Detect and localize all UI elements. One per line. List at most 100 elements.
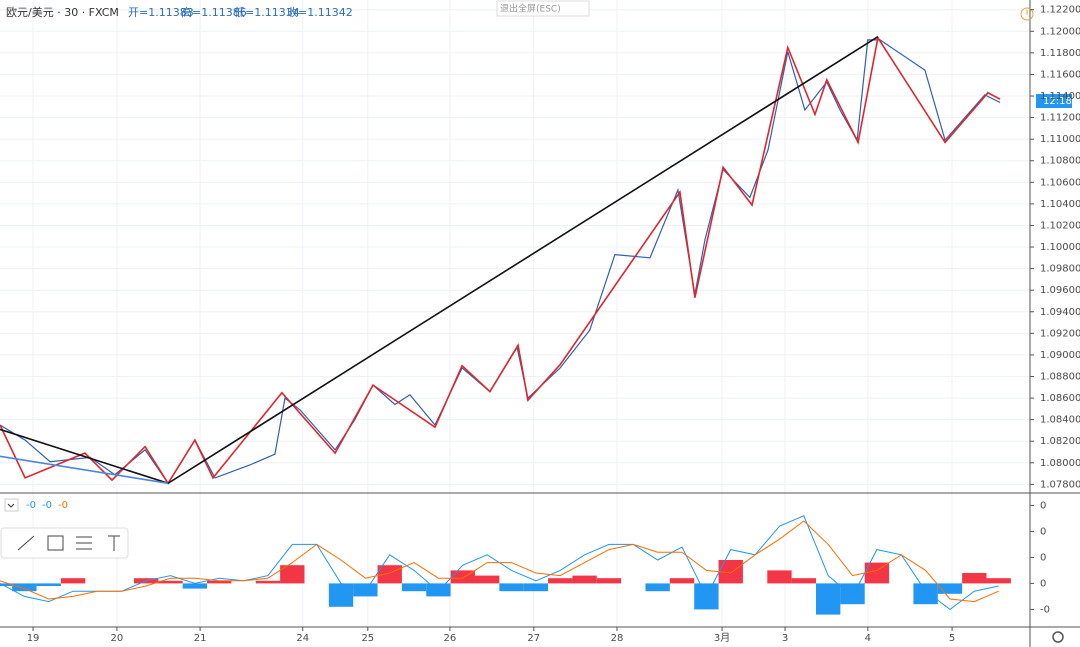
histogram-bar (207, 580, 232, 584)
histogram-bar (255, 580, 281, 584)
histogram-bar (280, 565, 305, 584)
x-tick-label: 26 (444, 633, 457, 644)
histogram-bar (474, 575, 500, 584)
y-tick-label: 1.09000 (1040, 350, 1080, 361)
x-tick-label: 3月 (714, 632, 730, 644)
y-tick-label: 1.12000 (1040, 26, 1080, 37)
histogram-bar (328, 583, 354, 607)
y-tick-label: 1.09800 (1040, 264, 1080, 275)
x-tick-label: 28 (611, 633, 624, 644)
histogram-bar (864, 562, 890, 584)
histogram-bar (450, 570, 475, 584)
x-tick-label: 25 (361, 633, 374, 644)
indicator-line (0, 520, 999, 603)
grid (0, 0, 1030, 627)
histogram-bar (12, 583, 37, 592)
marks (0, 35, 1011, 615)
histogram-bar (596, 578, 622, 584)
y-tick-label: 1.11800 (1040, 48, 1080, 59)
tool-rect[interactable] (47, 535, 64, 551)
histogram-bar (986, 578, 1011, 584)
histogram-bar (572, 575, 597, 584)
histogram-bar (791, 578, 816, 584)
indicator-value: -0 (26, 500, 36, 511)
histogram-bar (767, 570, 792, 584)
x-tick-label: 19 (27, 633, 40, 644)
y-tick-label: 0 (1040, 526, 1046, 537)
histogram-bar (182, 583, 208, 589)
series-line (0, 455, 169, 485)
y-tick-label: 1.10000 (1040, 242, 1080, 253)
histogram-bar (962, 573, 987, 584)
x-tick-label: 20 (111, 633, 124, 644)
histogram-bar (401, 583, 427, 592)
histogram-bar (158, 580, 183, 584)
price-tag-label: 12:18 (1043, 96, 1072, 107)
y-tick-label: 1.08600 (1040, 393, 1080, 404)
histogram-bar (669, 578, 695, 584)
y-tick-label: 1.11200 (1040, 113, 1080, 124)
histogram-bar (0, 583, 13, 586)
x-tick-label: 5 (949, 633, 955, 644)
histogram-bar (60, 578, 86, 584)
histogram-bar (377, 565, 402, 584)
exit-fullscreen-label: 退出全屏(ESC) (500, 3, 561, 15)
collapse-button[interactable] (4, 498, 19, 512)
y-tick-label: 0 (1040, 500, 1046, 511)
x-tick-label: 4 (865, 633, 871, 644)
high: 高=1.11386 (181, 5, 247, 19)
histogram-bar (645, 583, 670, 592)
collapse-icon (7, 503, 15, 508)
y-tick-label: 1.10200 (1040, 220, 1080, 231)
histogram-bar (523, 583, 549, 592)
y-tick-label: 1.11400 (1040, 91, 1080, 102)
open: 开=1.11383 (128, 6, 194, 19)
histogram-bar (499, 583, 524, 592)
series-line (0, 35, 1001, 485)
y-tick-label: 1.08800 (1040, 371, 1080, 382)
y-tick-label: 1.09600 (1040, 285, 1080, 296)
indicator-value: -0 (42, 500, 52, 511)
tool-text[interactable] (108, 535, 120, 551)
alert-icon[interactable] (1020, 7, 1034, 21)
tool-fib[interactable] (76, 536, 92, 550)
settings-icon[interactable] (1052, 631, 1064, 643)
y-tick-label: 0 (1040, 552, 1046, 563)
histogram-bar (937, 583, 963, 594)
x-tick-label: 24 (296, 633, 309, 644)
y-tick-label: 1.12200 (1040, 5, 1080, 16)
y-tick-label: 1.10400 (1040, 199, 1080, 210)
histogram-bar (36, 583, 61, 586)
y-tick-label: -0 (1040, 604, 1050, 615)
y-tick-label: 1.10800 (1040, 156, 1080, 167)
exit-fullscreen-button[interactable] (496, 0, 590, 17)
y-tick-label: 1.07800 (1040, 479, 1080, 490)
histogram-bar (353, 583, 378, 597)
price-tag (1036, 94, 1072, 108)
y-tick-label: 0 (1040, 578, 1046, 589)
y-tick-label: 1.08000 (1040, 458, 1080, 469)
tool-line[interactable] (17, 535, 35, 551)
y-tick-label: 1.10600 (1040, 177, 1080, 188)
histogram-bar (815, 583, 841, 615)
histogram-bar (718, 560, 743, 584)
x-tick-label: 3 (782, 633, 788, 644)
y-tick-label: 1.08400 (1040, 415, 1080, 426)
drawing-toolbar (0, 527, 129, 559)
close: 收=1.11342 (287, 5, 353, 19)
x-tick-label: 27 (527, 633, 540, 644)
symbol: 欧元/美元 · 30 · FXCM (6, 6, 119, 19)
y-tick-label: 1.11600 (1040, 69, 1080, 80)
histogram-bar (840, 583, 865, 605)
histogram-bar (548, 578, 573, 584)
indicator-value: -0 (58, 500, 68, 511)
toolbar-bg (0, 527, 129, 559)
y-tick-label: 1.09400 (1040, 307, 1080, 318)
x-tick-label: 21 (194, 633, 207, 644)
y-tick-label: 1.08200 (1040, 436, 1080, 447)
y-tick-label: 1.11000 (1040, 134, 1080, 145)
histogram-bar (426, 583, 451, 597)
